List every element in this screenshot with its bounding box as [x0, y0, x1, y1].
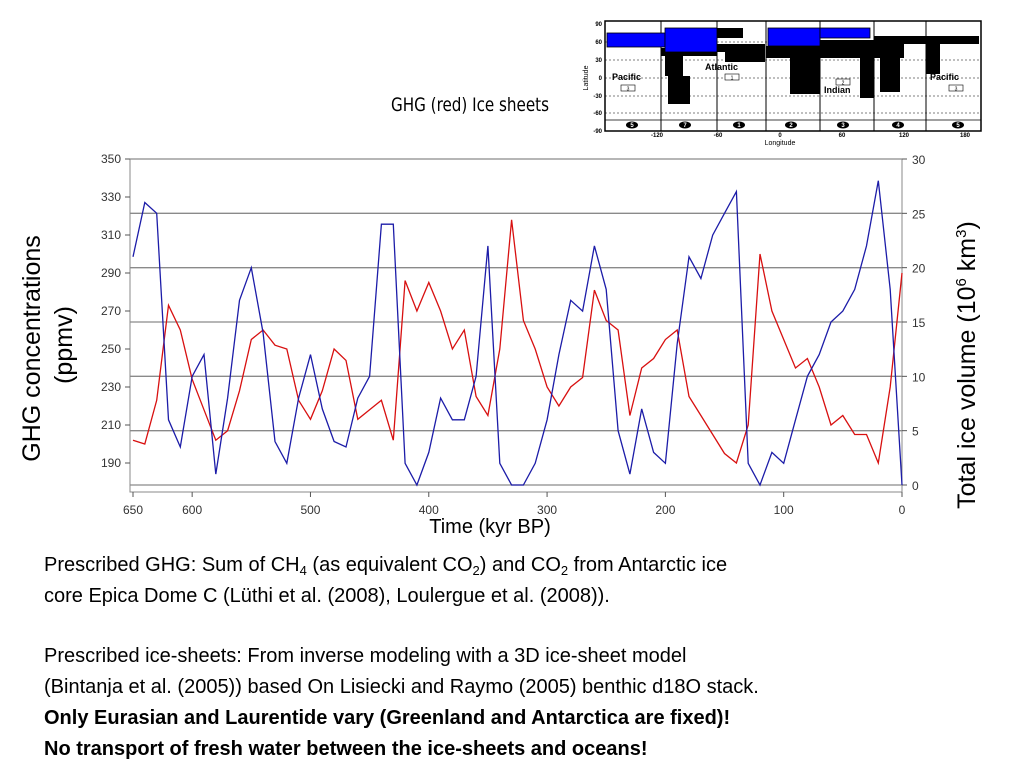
subscript: 2	[472, 563, 480, 578]
y-tick-label: 350	[101, 152, 121, 166]
y2-title-part: Total ice volume (10	[953, 286, 981, 508]
inset-y-title: Latitude	[583, 65, 590, 90]
y2-axis-title: Total ice volume (106 km3)	[953, 221, 981, 509]
inset-lon-label: 60	[839, 133, 846, 139]
inset-map	[604, 20, 982, 132]
y2-title-sup: 6	[953, 278, 970, 286]
inset-lon-label: -60	[714, 133, 723, 139]
basin-box-label: 3	[955, 87, 958, 93]
text: ) and CO	[479, 554, 561, 576]
inset-lat-label: 30	[595, 58, 602, 64]
y2-tick-label: 10	[912, 370, 926, 384]
y-axis-title-line: GHG concentrations	[18, 235, 46, 462]
x-tick-label: 500	[300, 503, 320, 517]
text: (as equivalent CO	[306, 554, 473, 576]
basin-label: Indian	[824, 85, 851, 95]
plot-area	[132, 180, 903, 487]
inset-lat-label: 60	[595, 40, 602, 46]
y-tick-label: 270	[101, 304, 121, 318]
basin-box	[835, 78, 851, 86]
y2-tick-label: 20	[912, 262, 926, 276]
inset-lon-label: 0	[778, 133, 782, 139]
x-axis-title: Time (kyr BP)	[429, 516, 550, 538]
region-marker	[679, 121, 691, 129]
plot-frame	[129, 158, 903, 493]
basin-box-label: 1	[731, 76, 734, 82]
region-marker	[837, 121, 849, 129]
basin-box	[620, 84, 636, 92]
region-label: 5	[630, 123, 634, 129]
y-tick-label: 330	[101, 190, 121, 204]
y-tick-label: 230	[101, 380, 121, 394]
bold-text: No transport of fresh water between the …	[44, 738, 648, 760]
y-tick-label: 250	[101, 342, 121, 356]
basin-box	[948, 84, 964, 92]
chart: GHG (red) Ice sheets Time (kyr BP) GHG c…	[18, 20, 982, 538]
basin-label: Atlantic	[705, 62, 738, 72]
data-line	[132, 219, 903, 466]
subscript: 4	[299, 563, 307, 578]
y-axis-title: GHG concentrations (ppmv)	[18, 228, 78, 461]
y-axis-title-line: (ppmv)	[50, 306, 78, 384]
y2-title-sup: 3	[953, 230, 970, 238]
inset-lat-label: 90	[595, 22, 602, 28]
text: core Epica Dome C (Lüthi et al. (2008), …	[44, 585, 610, 607]
region-marker	[626, 121, 638, 129]
inset-lat-label: 0	[599, 76, 603, 82]
y2-title-part: )	[953, 221, 981, 229]
region-label: 2	[789, 123, 793, 129]
x-tick-label: 200	[655, 503, 675, 517]
y2-tick-label: 5	[912, 425, 919, 439]
text: Prescribed GHG: Sum of CH	[44, 554, 300, 576]
region-marker	[785, 121, 797, 129]
region-marker	[952, 121, 964, 129]
inset-lon-label: 180	[960, 133, 971, 139]
inset-lon-label: 120	[899, 133, 910, 139]
subscript: 2	[560, 563, 569, 578]
basin-box	[724, 73, 740, 81]
chart-title: GHG (red) Ice sheets	[391, 94, 549, 116]
region-marker	[733, 121, 745, 129]
inset-x-title: Longitude	[765, 140, 796, 147]
region-label: 4	[896, 123, 900, 129]
basin-box-label: 3	[627, 87, 630, 93]
ghg-note: Prescribed GHG: Sum of CH4 (as equivalen…	[44, 550, 759, 581]
region-label: 5	[956, 123, 960, 129]
y2-tick-label: 30	[912, 153, 926, 167]
text: Prescribed ice-sheets: From inverse mode…	[44, 645, 687, 667]
text: from Antarctic ice	[568, 554, 728, 576]
inset-lat-label: -60	[593, 111, 602, 117]
y-tick-label: 290	[101, 266, 121, 280]
region-marker	[892, 121, 904, 129]
x-tick-label: 400	[419, 503, 439, 517]
y-tick-label: 210	[101, 418, 121, 432]
x-tick-label: 600	[182, 503, 202, 517]
y-tick-label: 190	[101, 456, 121, 470]
basin-box-label: 2	[842, 81, 845, 87]
basin-label: Pacific	[612, 72, 641, 82]
data-line	[132, 180, 903, 487]
bold-text: Only Eurasian and Laurentide vary (Green…	[44, 707, 731, 729]
region-label: 7	[683, 123, 687, 129]
inset-lat-label: -30	[593, 94, 602, 100]
notes: Prescribed GHG: Sum of CH4 (as equivalen…	[44, 550, 759, 765]
y2-title-part: km	[953, 238, 981, 278]
x-tick-label: 300	[537, 503, 557, 517]
y2-tick-label: 15	[912, 316, 926, 330]
basin-label: Pacific	[930, 72, 959, 82]
inset-lat-label: -90	[593, 129, 602, 135]
region-label: 3	[841, 123, 845, 129]
region-label: 1	[737, 123, 741, 129]
y2-tick-label: 25	[912, 207, 926, 221]
inset-lon-label: -120	[651, 133, 664, 139]
text: (Bintanja et al. (2005)) based On Lisiec…	[44, 676, 759, 698]
x-tick-label: 0	[899, 503, 906, 517]
y2-tick-label: 0	[912, 479, 919, 493]
x-tick-label: 100	[774, 503, 794, 517]
x-tick-label: 650	[123, 503, 143, 517]
y-tick-label: 310	[101, 228, 121, 242]
